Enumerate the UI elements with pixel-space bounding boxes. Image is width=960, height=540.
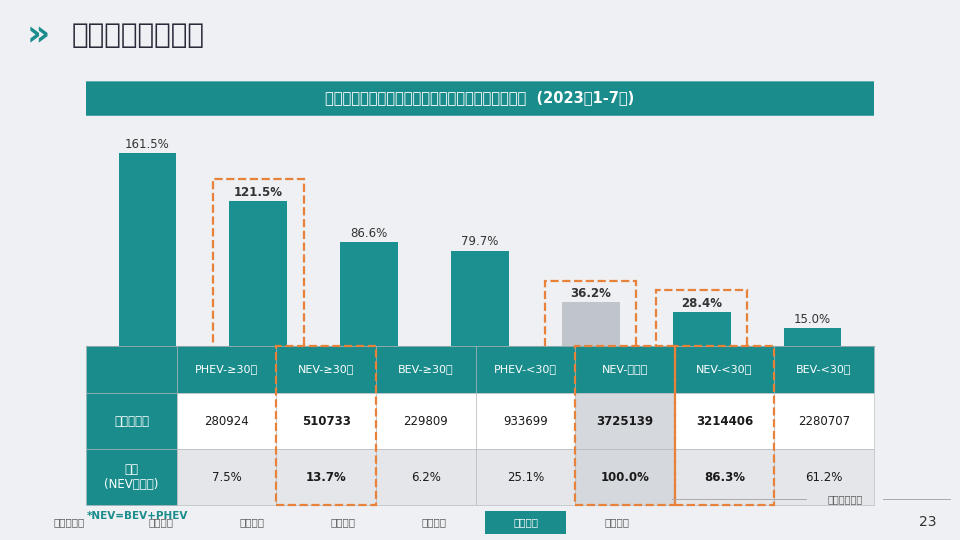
Bar xyxy=(675,449,774,505)
Bar xyxy=(575,346,675,505)
Bar xyxy=(276,393,376,449)
Bar xyxy=(177,393,276,449)
Bar xyxy=(86,346,177,393)
Bar xyxy=(276,449,376,505)
Text: 企业竞争: 企业竞争 xyxy=(604,517,630,528)
Text: 229809: 229809 xyxy=(403,415,448,428)
Bar xyxy=(376,393,475,449)
Text: 份额
(NEV总市场): 份额 (NEV总市场) xyxy=(105,463,158,491)
Text: 933699: 933699 xyxy=(503,415,547,428)
Text: 车型大类: 车型大类 xyxy=(239,517,265,528)
Text: 510733: 510733 xyxy=(301,415,350,428)
Text: 细分定位: 细分定位 xyxy=(421,517,447,528)
FancyBboxPatch shape xyxy=(55,82,905,116)
Bar xyxy=(675,393,774,449)
Bar xyxy=(774,449,874,505)
Bar xyxy=(475,346,575,393)
Bar xyxy=(475,393,575,449)
Text: 3725139: 3725139 xyxy=(596,415,654,428)
Bar xyxy=(86,449,177,505)
Text: 15.0%: 15.0% xyxy=(794,313,831,326)
Bar xyxy=(774,346,874,393)
Bar xyxy=(376,449,475,505)
Bar xyxy=(229,201,287,346)
Text: 280924: 280924 xyxy=(204,415,249,428)
Text: 36.2%: 36.2% xyxy=(570,287,612,300)
Text: 价格定位细分市场: 价格定位细分市场 xyxy=(72,21,205,49)
Bar xyxy=(575,346,675,393)
Bar xyxy=(783,328,842,346)
Bar xyxy=(774,393,874,449)
Text: NEV-≥30万: NEV-≥30万 xyxy=(298,364,354,375)
Bar xyxy=(673,312,731,346)
Bar xyxy=(86,393,177,449)
Bar xyxy=(276,346,376,393)
Text: 100.0%: 100.0% xyxy=(600,470,649,483)
Text: 23: 23 xyxy=(919,516,936,529)
Text: 新能源市场: 新能源市场 xyxy=(54,517,85,528)
Text: 121.5%: 121.5% xyxy=(233,186,283,199)
Text: »: » xyxy=(27,18,50,52)
Text: BEV-<30万: BEV-<30万 xyxy=(796,364,852,375)
Bar xyxy=(562,302,620,346)
Bar xyxy=(675,346,774,505)
Bar xyxy=(675,346,774,393)
Text: 86.6%: 86.6% xyxy=(350,227,388,240)
Text: BEV-≥30万: BEV-≥30万 xyxy=(398,364,453,375)
Text: 86.3%: 86.3% xyxy=(704,470,745,483)
Bar xyxy=(657,291,747,360)
Text: 新能源市场各价格段不同技术类型增速、销量和份额  (2023年1-7月): 新能源市场各价格段不同技术类型增速、销量和份额 (2023年1-7月) xyxy=(325,90,635,105)
Text: PHEV-≥30万: PHEV-≥30万 xyxy=(195,364,258,375)
Bar xyxy=(485,511,566,534)
Text: 61.2%: 61.2% xyxy=(805,470,843,483)
Text: 6.2%: 6.2% xyxy=(411,470,441,483)
Bar xyxy=(340,242,398,346)
Bar xyxy=(575,393,675,449)
Text: 7.5%: 7.5% xyxy=(212,470,242,483)
Bar xyxy=(475,449,575,505)
Text: NEV-总市场: NEV-总市场 xyxy=(602,364,648,375)
Bar xyxy=(545,281,636,360)
Text: 25.1%: 25.1% xyxy=(507,470,544,483)
Text: 161.5%: 161.5% xyxy=(125,138,170,151)
Bar xyxy=(276,346,376,505)
Text: 价格定位: 价格定位 xyxy=(513,517,539,528)
Bar xyxy=(118,153,177,346)
Text: 2280707: 2280707 xyxy=(798,415,850,428)
Text: 技术类型: 技术类型 xyxy=(148,517,174,528)
Bar xyxy=(451,251,509,346)
Text: 3214406: 3214406 xyxy=(696,415,753,428)
Bar xyxy=(376,346,475,393)
Text: 79.7%: 79.7% xyxy=(462,235,498,248)
Bar xyxy=(177,449,276,505)
Bar xyxy=(177,346,276,393)
Text: 13.7%: 13.7% xyxy=(306,470,347,483)
Bar xyxy=(575,449,675,505)
Text: NEV-<30万: NEV-<30万 xyxy=(696,364,753,375)
Bar xyxy=(213,179,303,360)
Text: 28.4%: 28.4% xyxy=(682,296,722,309)
Text: PHEV-<30万: PHEV-<30万 xyxy=(493,364,557,375)
Text: 深度合析报告: 深度合析报告 xyxy=(828,494,862,504)
Text: 销量（辆）: 销量（辆） xyxy=(114,415,149,428)
Text: *NEV=BEV+PHEV: *NEV=BEV+PHEV xyxy=(86,511,188,521)
Text: 品牌定位: 品牌定位 xyxy=(330,517,356,528)
